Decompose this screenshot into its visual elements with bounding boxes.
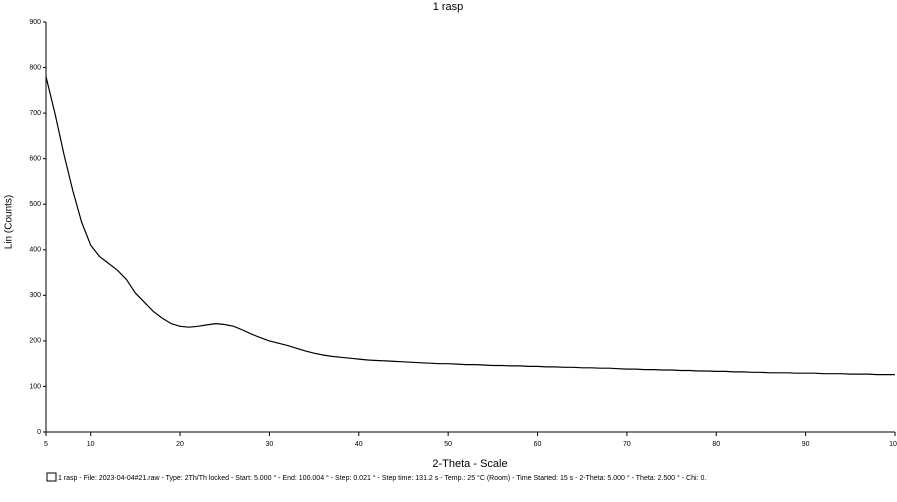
footer-info: 1 rasp - File: 2023-04-04#21.raw - Type:… xyxy=(58,474,706,482)
legend-icon xyxy=(46,472,57,482)
x-tick-label: 70 xyxy=(623,441,631,448)
y-tick-label: 500 xyxy=(29,201,41,208)
y-tick-label: 200 xyxy=(29,338,41,345)
y-tick-label: 900 xyxy=(29,19,41,26)
data-line xyxy=(45,76,895,376)
x-tick-label: 60 xyxy=(534,441,542,448)
x-tick-label: 10 xyxy=(87,441,95,448)
y-tick-label: 600 xyxy=(29,156,41,163)
y-tick-label: 400 xyxy=(29,247,41,254)
y-tick-label: 800 xyxy=(29,64,41,71)
y-axis-label: Lin (Counts) xyxy=(4,195,15,249)
x-tick-label: 5 xyxy=(44,441,48,448)
x-axis-label: 2-Theta - Scale xyxy=(432,458,507,470)
x-tick-label: 30 xyxy=(266,441,274,448)
x-tick-label: 80 xyxy=(712,441,720,448)
y-tick-label: 300 xyxy=(29,292,41,299)
x-tick-label: 100 xyxy=(889,441,897,448)
x-tick-label: 20 xyxy=(176,441,184,448)
y-tick-label: 700 xyxy=(29,110,41,117)
chart-title: 1 rasp xyxy=(433,1,464,13)
x-tick-label: 90 xyxy=(802,441,810,448)
y-tick-label: 100 xyxy=(29,383,41,390)
y-tick-label: 0 xyxy=(37,429,41,436)
x-tick-label: 40 xyxy=(355,441,363,448)
x-tick-label: 50 xyxy=(444,441,452,448)
